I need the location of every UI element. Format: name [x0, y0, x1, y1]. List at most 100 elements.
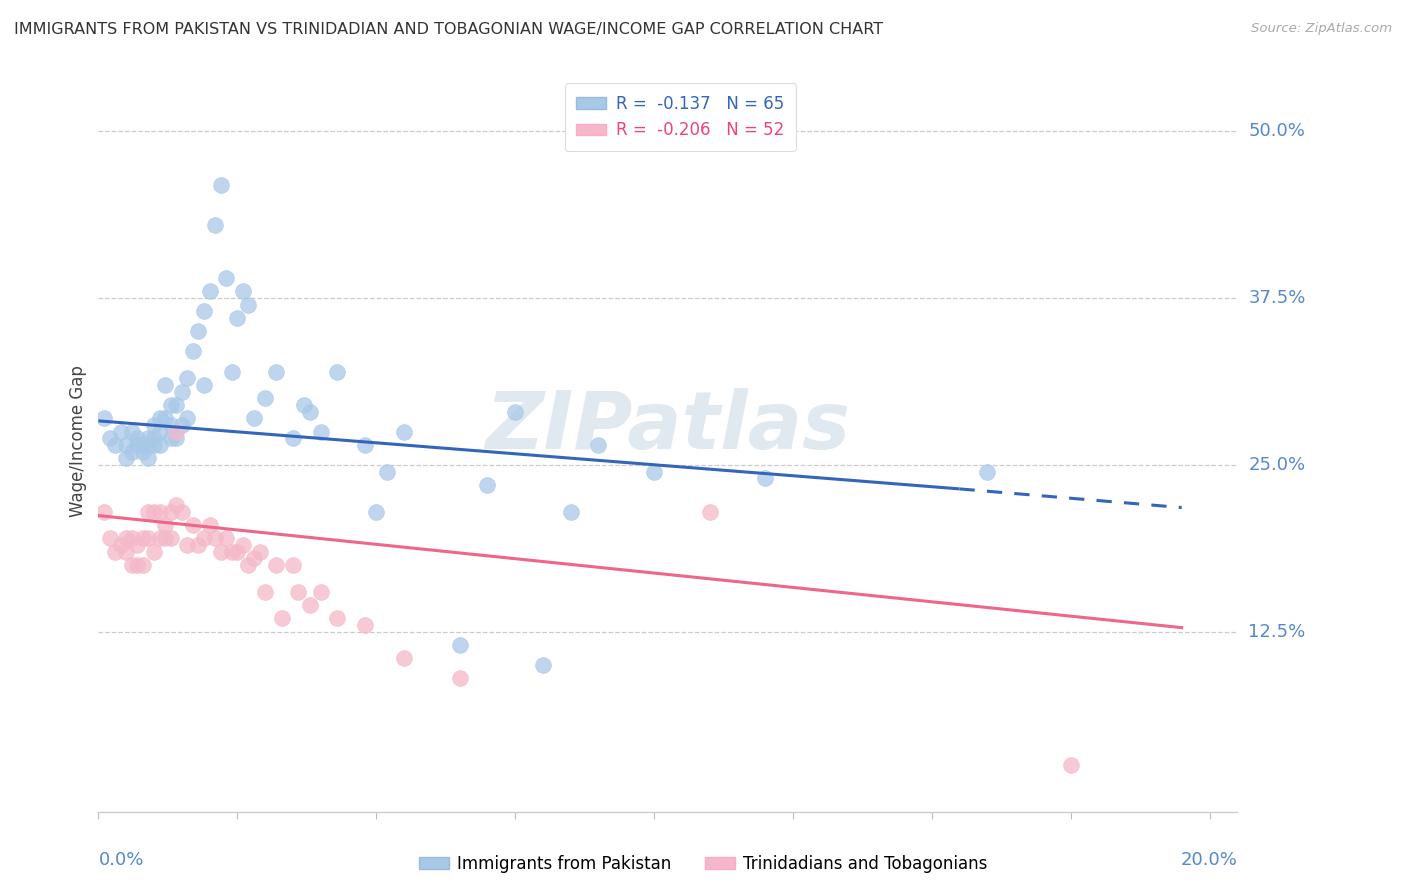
Point — [138, 451, 160, 466]
Point — [298, 404, 321, 418]
Point — [187, 325, 209, 339]
Legend: R =  -0.137   N = 65, R =  -0.206   N = 52: R = -0.137 N = 65, R = -0.206 N = 52 — [565, 83, 796, 151]
Point — [176, 538, 198, 552]
Point — [98, 431, 121, 445]
Legend: Immigrants from Pakistan, Trinidadians and Tobagonians: Immigrants from Pakistan, Trinidadians a… — [412, 848, 994, 880]
Point — [181, 517, 204, 532]
Text: 20.0%: 20.0% — [1181, 851, 1237, 869]
Point — [127, 538, 149, 552]
Point — [165, 425, 187, 439]
Point — [392, 651, 415, 665]
Point — [198, 517, 221, 532]
Point — [115, 451, 138, 466]
Y-axis label: Wage/Income Gap: Wage/Income Gap — [69, 366, 87, 517]
Point — [132, 438, 155, 452]
Point — [159, 431, 181, 445]
Point — [215, 271, 238, 285]
Point — [354, 618, 377, 632]
Point — [143, 544, 166, 558]
Point — [153, 377, 176, 392]
Text: 50.0%: 50.0% — [1249, 122, 1305, 140]
Point — [292, 398, 315, 412]
Point — [121, 531, 143, 545]
Point — [93, 411, 115, 425]
Text: 37.5%: 37.5% — [1249, 289, 1306, 307]
Point — [270, 611, 292, 625]
Point — [110, 538, 132, 552]
Point — [392, 425, 415, 439]
Point — [1059, 758, 1081, 772]
Point — [143, 438, 166, 452]
Point — [264, 558, 287, 572]
Point — [309, 584, 332, 599]
Point — [148, 438, 170, 452]
Point — [159, 417, 181, 432]
Point — [121, 558, 143, 572]
Point — [232, 538, 254, 552]
Text: ZIPatlas: ZIPatlas — [485, 388, 851, 466]
Point — [699, 505, 721, 519]
Point — [198, 285, 221, 299]
Point — [375, 465, 398, 479]
Point — [170, 384, 193, 399]
Point — [115, 438, 138, 452]
Point — [93, 505, 115, 519]
Point — [243, 411, 266, 425]
Point — [138, 438, 160, 452]
Point — [153, 531, 176, 545]
Point — [121, 444, 143, 458]
Point — [138, 431, 160, 445]
Point — [165, 398, 187, 412]
Point — [193, 304, 215, 318]
Point — [449, 638, 471, 652]
Point — [170, 417, 193, 432]
Point — [560, 505, 582, 519]
Point — [232, 285, 254, 299]
Point — [193, 377, 215, 392]
Point — [159, 505, 181, 519]
Point — [503, 404, 526, 418]
Point — [148, 411, 170, 425]
Point — [477, 478, 499, 492]
Point — [238, 298, 260, 312]
Point — [281, 431, 304, 445]
Text: 25.0%: 25.0% — [1249, 456, 1306, 474]
Point — [354, 438, 377, 452]
Text: IMMIGRANTS FROM PAKISTAN VS TRINIDADIAN AND TOBAGONIAN WAGE/INCOME GAP CORRELATI: IMMIGRANTS FROM PAKISTAN VS TRINIDADIAN … — [14, 22, 883, 37]
Point — [264, 364, 287, 378]
Point — [209, 178, 232, 192]
Point — [143, 431, 166, 445]
Point — [309, 425, 332, 439]
Point — [132, 444, 155, 458]
Point — [98, 531, 121, 545]
Point — [181, 344, 204, 359]
Text: 12.5%: 12.5% — [1249, 623, 1306, 640]
Point — [143, 505, 166, 519]
Point — [176, 371, 198, 385]
Point — [298, 598, 321, 612]
Point — [449, 671, 471, 685]
Point — [326, 611, 349, 625]
Point — [132, 558, 155, 572]
Point — [115, 544, 138, 558]
Point — [287, 584, 309, 599]
Point — [204, 531, 226, 545]
Text: Source: ZipAtlas.com: Source: ZipAtlas.com — [1251, 22, 1392, 36]
Point — [176, 411, 198, 425]
Point — [143, 417, 166, 432]
Point — [165, 498, 187, 512]
Point — [588, 438, 610, 452]
Point — [115, 531, 138, 545]
Point — [281, 558, 304, 572]
Point — [148, 505, 170, 519]
Point — [226, 311, 249, 326]
Point — [104, 544, 127, 558]
Point — [148, 531, 170, 545]
Point — [249, 544, 271, 558]
Point — [531, 657, 554, 672]
Point — [104, 438, 127, 452]
Point — [243, 551, 266, 566]
Point — [132, 531, 155, 545]
Point — [127, 558, 149, 572]
Point — [159, 531, 181, 545]
